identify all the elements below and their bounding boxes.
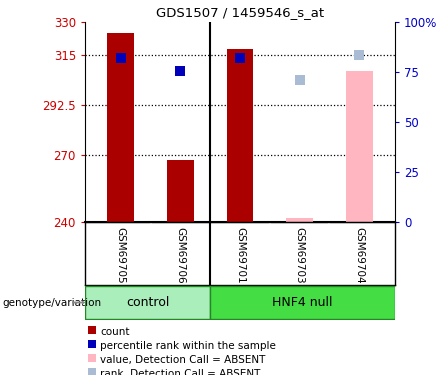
Bar	[167, 160, 194, 222]
FancyBboxPatch shape	[210, 286, 395, 319]
Bar	[107, 33, 134, 222]
Text: GSM69705: GSM69705	[116, 227, 126, 284]
Text: value, Detection Call = ABSENT: value, Detection Call = ABSENT	[100, 355, 265, 365]
Point	[177, 68, 184, 74]
Text: percentile rank within the sample: percentile rank within the sample	[100, 341, 276, 351]
Text: genotype/variation: genotype/variation	[2, 297, 101, 307]
Text: HNF4 null: HNF4 null	[272, 296, 333, 309]
Bar	[346, 71, 373, 222]
Text: control: control	[126, 296, 169, 309]
Text: count: count	[100, 327, 129, 337]
Text: GSM69703: GSM69703	[295, 227, 304, 284]
Text: GSM69701: GSM69701	[235, 227, 245, 284]
Text: rank, Detection Call = ABSENT: rank, Detection Call = ABSENT	[100, 369, 260, 375]
FancyBboxPatch shape	[85, 286, 210, 319]
Text: GSM69704: GSM69704	[354, 227, 364, 284]
Point	[296, 77, 303, 83]
Title: GDS1507 / 1459546_s_at: GDS1507 / 1459546_s_at	[156, 6, 324, 20]
Bar	[286, 217, 313, 222]
Text: GSM69706: GSM69706	[176, 227, 185, 284]
Bar	[227, 49, 253, 222]
Point	[356, 53, 363, 58]
Point	[236, 54, 243, 60]
Point	[117, 54, 124, 60]
